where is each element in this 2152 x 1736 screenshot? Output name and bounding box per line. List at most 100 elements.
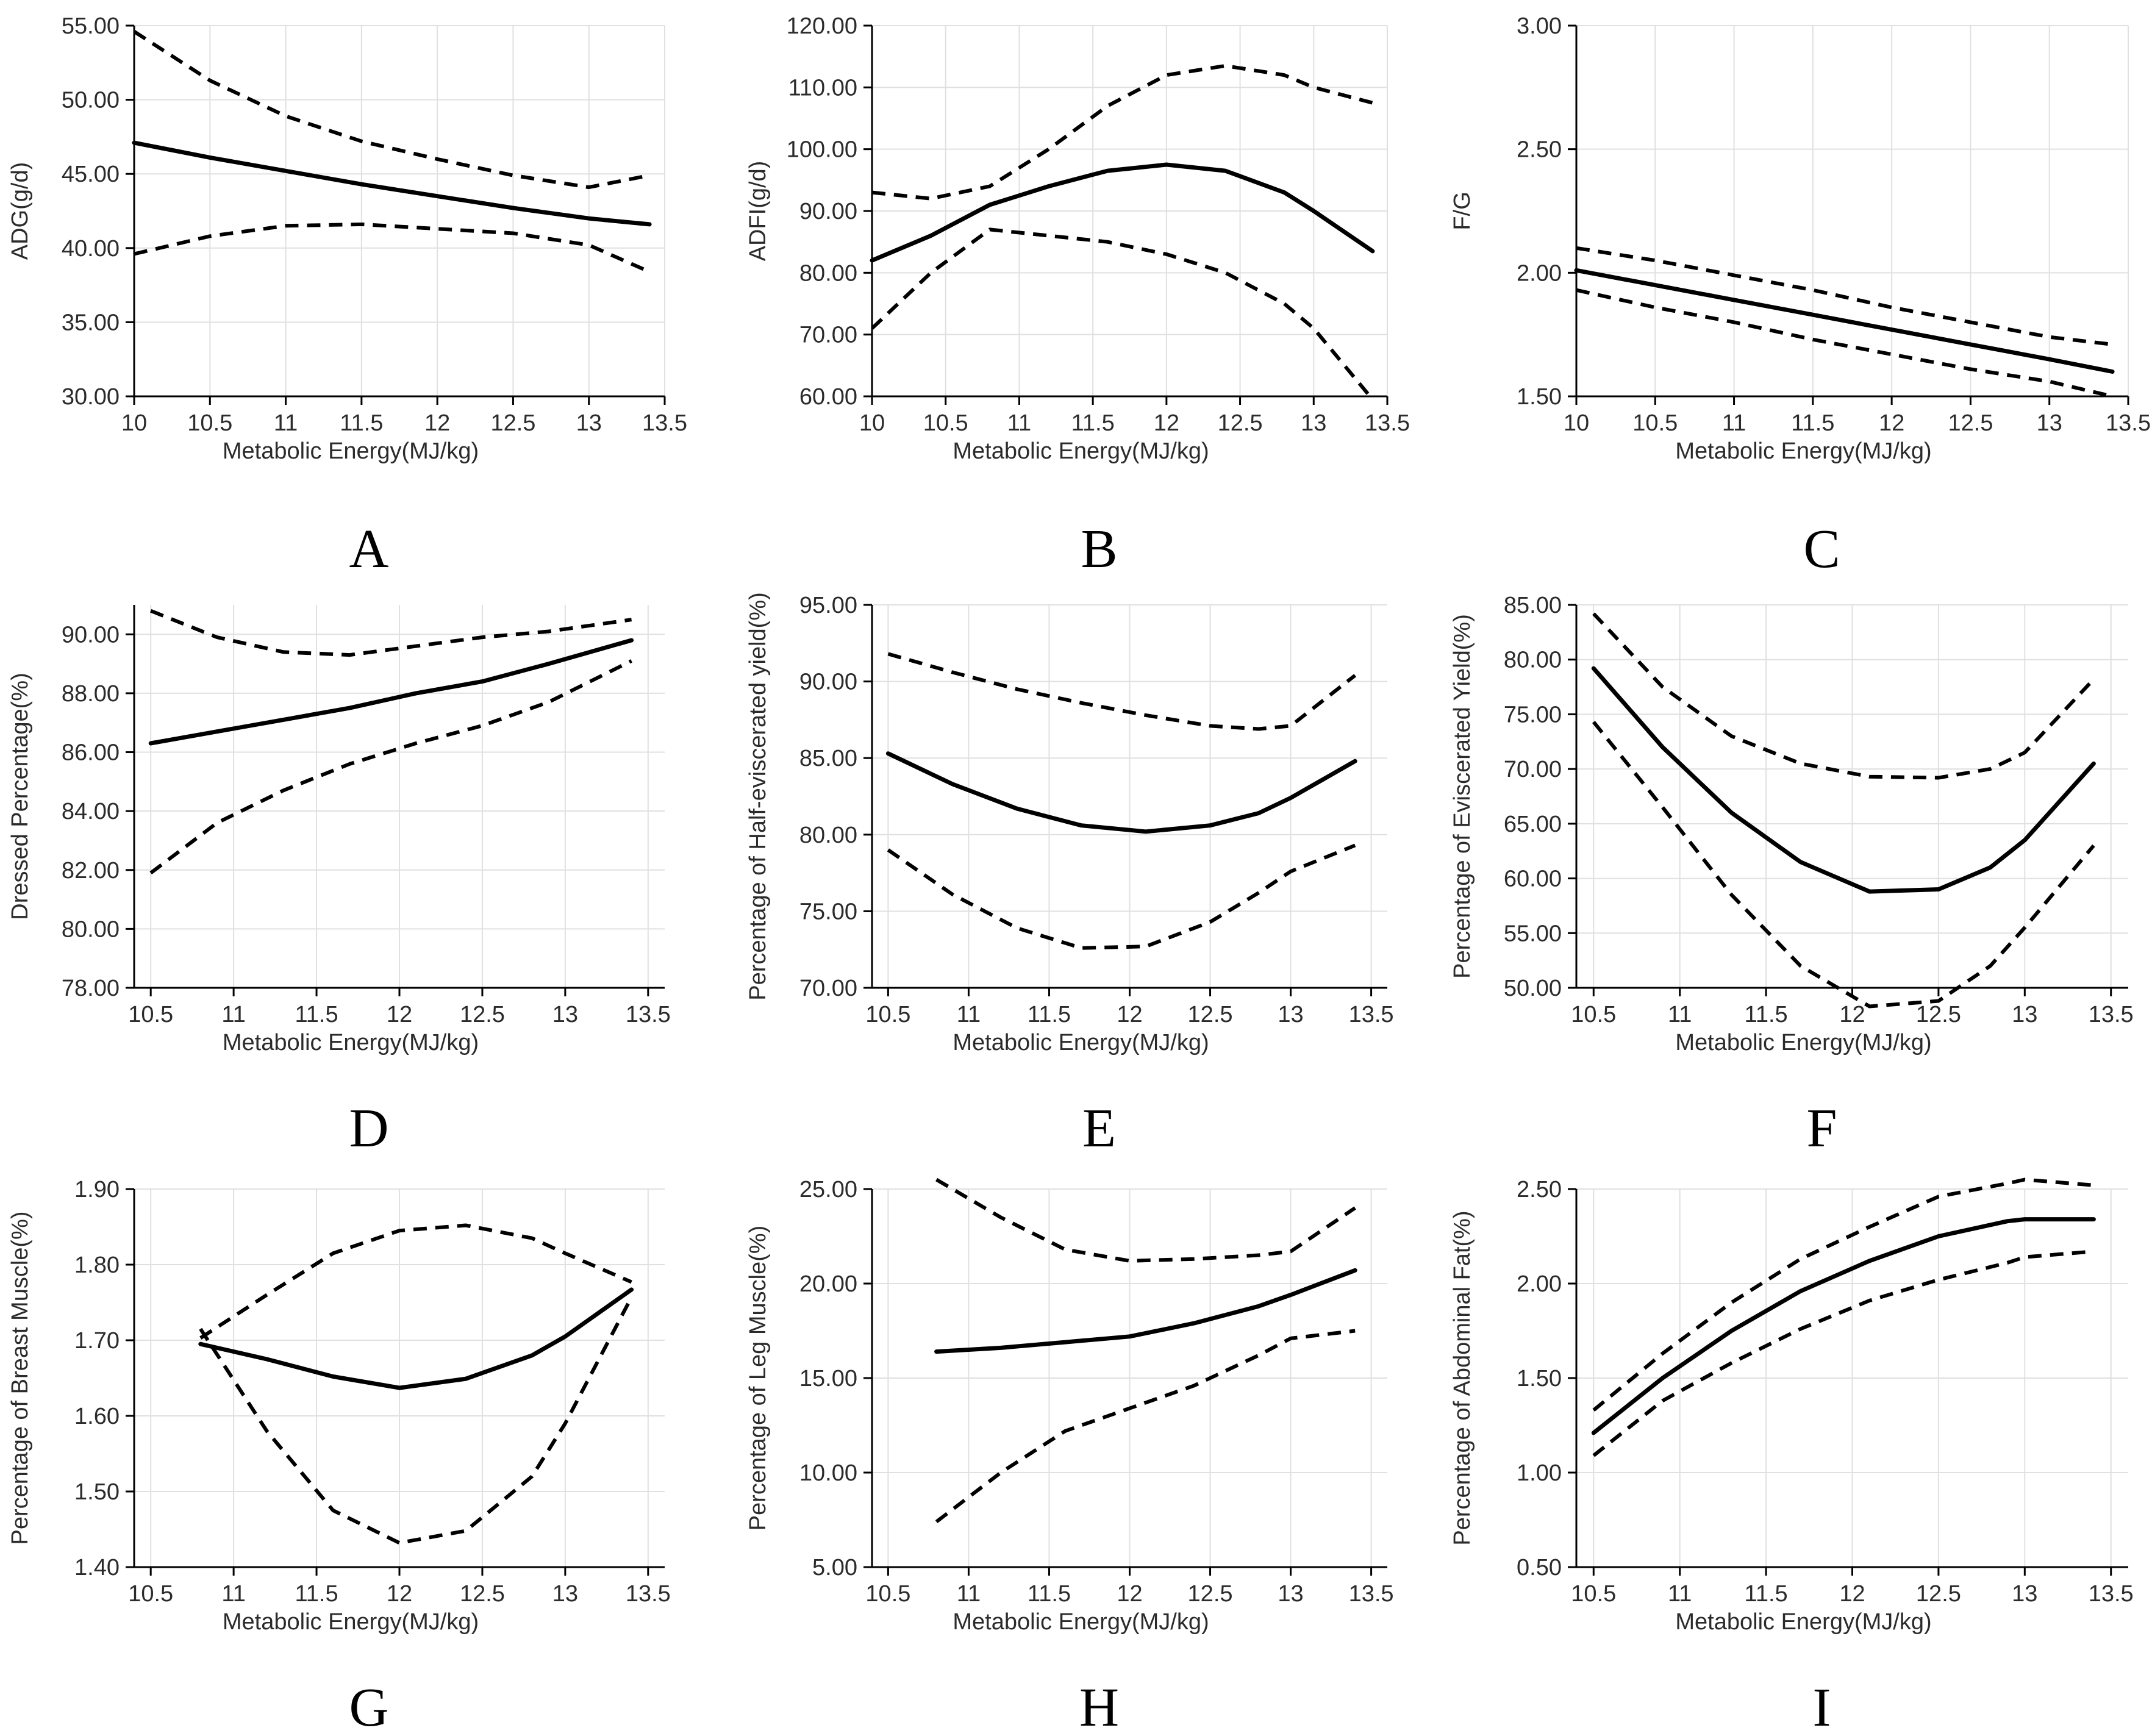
y-tick-label: 85.00: [799, 746, 857, 771]
series-line-fit: [132, 140, 652, 227]
y-tick-label: 84.00: [62, 799, 120, 824]
series-line-lower: [1576, 288, 2113, 398]
y-tick-label: 75.00: [799, 899, 857, 924]
x-tick-label: 13: [1278, 1002, 1303, 1027]
y-tick-label: 75.00: [1504, 702, 1562, 727]
panel-letter: B: [1081, 519, 1117, 579]
y-tick-label: 1.50: [1517, 384, 1562, 410]
y-tick-label: 100.00: [787, 137, 857, 163]
y-tick-label: 110.00: [788, 75, 857, 101]
x-tick-label: 13: [552, 1581, 578, 1607]
x-tick-label: 10.5: [128, 1581, 173, 1607]
x-axis-title: Metabolic Energy(MJ/kg): [953, 1609, 1209, 1635]
y-tick-label: 70.00: [1504, 757, 1562, 782]
y-tick-label: 50.00: [1504, 976, 1562, 1001]
y-tick-label: 1.60: [74, 1404, 120, 1429]
y-tick-label: 10.00: [799, 1460, 857, 1486]
panel-letter: A: [349, 519, 389, 579]
series-line-fit: [198, 1287, 634, 1390]
y-tick-label: 1.70: [74, 1328, 120, 1354]
x-tick-label: 13: [2012, 1581, 2037, 1607]
x-tick-label: 11: [221, 1581, 245, 1607]
x-tick-label: 13.5: [1349, 1581, 1394, 1607]
series-line-lower: [199, 1296, 634, 1545]
y-tick-label: 45.00: [62, 162, 120, 187]
y-tick-label: 70.00: [799, 323, 857, 348]
series-line-lower: [149, 659, 632, 874]
x-axis-title: Metabolic Energy(MJ/kg): [223, 1030, 479, 1056]
y-axis-title: F/G: [1450, 191, 1475, 230]
chart-panel-g: 10.5 11 11.5 12 12.5 13 13.5 1.40 1.50 1.60 1.70 1.…: [7, 1177, 671, 1736]
series-line-upper: [133, 30, 650, 190]
x-tick-label: 10.5: [128, 1002, 173, 1027]
y-tick-label: 80.00: [799, 260, 857, 286]
series-line-fit: [934, 1268, 1357, 1354]
y-tick-label: 1.40: [74, 1555, 120, 1581]
series-line-lower: [134, 222, 651, 274]
y-tick-label: 78.00: [62, 976, 120, 1001]
x-tick-label: 13.5: [2106, 410, 2151, 436]
y-tick-label: 35.00: [62, 310, 120, 335]
y-tick-label: 80.00: [1504, 648, 1562, 673]
y-tick-label: 120.00: [787, 13, 857, 39]
y-tick-label: 1.80: [74, 1252, 120, 1278]
chart-panel-i: 10.5 11 11.5 12 12.5 13 13.5 0.50 1.00 1.50 2.00 2.…: [1450, 1177, 2134, 1736]
chart-panel-b: 10 10.5 11 11.5 12 12.5 13 13.5 60.00 70.00 80.00 9…: [745, 13, 1410, 579]
x-tick-label: 13.5: [626, 1002, 671, 1027]
x-axis-title: Metabolic Energy(MJ/kg): [953, 1030, 1209, 1056]
y-tick-label: 82.00: [62, 858, 120, 884]
x-tick-label: 11.5: [1745, 1581, 1788, 1607]
series-line-upper: [150, 609, 632, 657]
series-line-lower: [1592, 1249, 2094, 1457]
y-axis-title: Percentage of Leg Muscle(%): [745, 1226, 771, 1531]
x-tick-label: 12.5: [1188, 1002, 1233, 1027]
x-tick-label: 12.5: [1916, 1002, 1961, 1027]
series-line-lower: [935, 1329, 1356, 1523]
series-line-upper: [871, 63, 1373, 201]
y-tick-label: 70.00: [799, 976, 857, 1001]
y-tick-label: 0.50: [1517, 1555, 1562, 1581]
chart-panel-c: 10 10.5 11 11.5 12 12.5 13 13.5 1.50 2.00 2.50 3.00…: [1450, 13, 2151, 579]
x-tick-label: 13.5: [1365, 410, 1410, 436]
x-tick-label: 10.5: [1632, 410, 1678, 436]
x-tick-label: 13: [1278, 1581, 1303, 1607]
x-tick-label: 13: [2012, 1002, 2037, 1027]
y-axis-title: Dressed Percentage(%): [7, 673, 33, 920]
x-tick-label: 12.5: [490, 410, 535, 436]
y-tick-label: 20.00: [799, 1271, 857, 1297]
panel-letter: E: [1082, 1098, 1116, 1159]
panel-letter: G: [349, 1677, 389, 1736]
y-tick-label: 60.00: [799, 384, 857, 410]
x-tick-label: 12: [1117, 1002, 1142, 1027]
y-tick-label: 80.00: [62, 916, 120, 942]
y-axis-title: Percentage of Abdominal Fat(%): [1450, 1210, 1475, 1545]
x-tick-label: 13.5: [2089, 1581, 2134, 1607]
x-tick-label: 12.5: [460, 1581, 505, 1607]
series-line-upper: [935, 1177, 1356, 1263]
y-tick-label: 30.00: [62, 384, 120, 410]
y-tick-label: 95.00: [799, 593, 857, 618]
x-tick-label: 11: [1007, 410, 1031, 436]
x-axis-title: Metabolic Energy(MJ/kg): [223, 438, 479, 464]
y-tick-label: 80.00: [799, 823, 857, 848]
x-tick-label: 13.5: [626, 1581, 671, 1607]
x-tick-label: 12: [1879, 410, 1904, 436]
series-line-fit: [1574, 268, 2115, 374]
y-axis-title: ADFI(g/d): [745, 161, 771, 262]
y-axis-title: ADG(g/d): [7, 162, 33, 260]
series-line-upper: [1576, 246, 2113, 346]
x-tick-label: 12: [424, 410, 450, 436]
x-tick-label: 12.5: [1948, 410, 1993, 436]
series-line-lower: [887, 843, 1356, 950]
y-tick-label: 2.50: [1517, 1177, 1562, 1202]
x-tick-label: 12.5: [1188, 1581, 1233, 1607]
y-tick-label: 65.00: [1504, 812, 1562, 837]
y-axis-title: Percentage of Half-eviscerated yield(%): [745, 592, 771, 1001]
x-tick-label: 13.5: [2089, 1002, 2134, 1027]
series-line-upper: [1592, 612, 2095, 780]
series-line-lower: [870, 227, 1374, 401]
y-tick-label: 90.00: [62, 622, 120, 648]
chart-panel-e: 10.5 11 11.5 12 12.5 13 13.5 70.00 75.00 80.00 85.…: [745, 592, 1394, 1159]
x-tick-label: 10.5: [187, 410, 232, 436]
series-line-upper: [887, 652, 1357, 731]
